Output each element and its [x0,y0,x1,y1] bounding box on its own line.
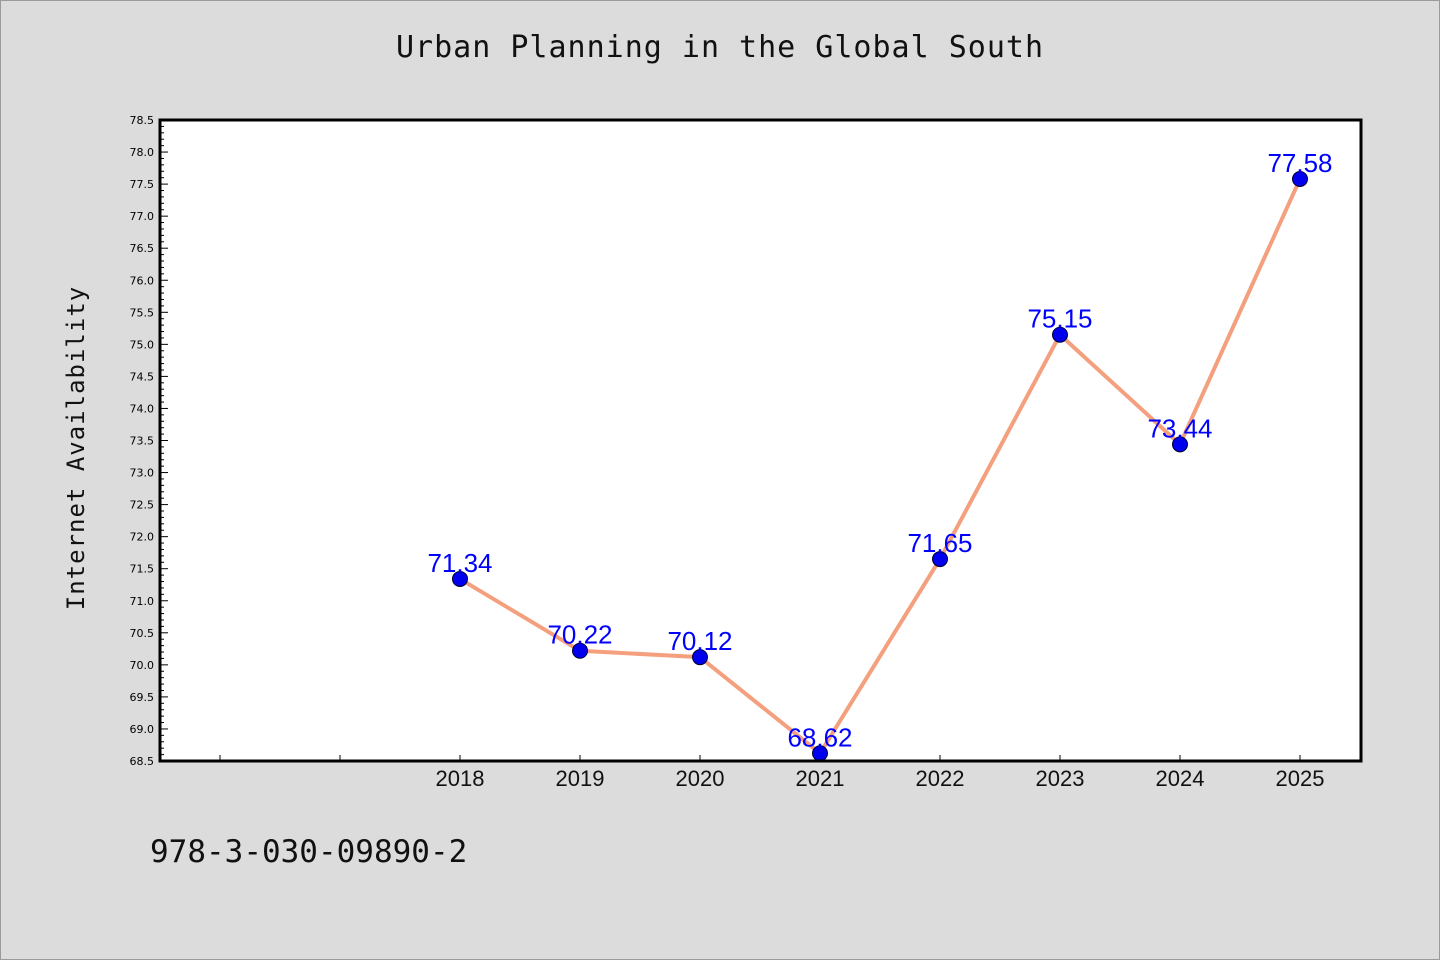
x-tick-label: 2023 [1036,766,1085,791]
data-label: 75.15 [1027,304,1092,334]
x-tick-label: 2019 [556,766,605,791]
data-point [572,642,588,659]
x-tick-label: 2025 [1276,766,1325,791]
x-tick-label: 2018 [436,766,485,791]
data-point [1052,326,1068,343]
y-tick-label: 70.0 [130,659,155,672]
y-axis: 68.5 69.0 69.5 70.0 70.5 71.0 71.5 72.0 72.5 73.0… [130,114,168,768]
y-tick-label: 68.5 [130,755,155,768]
series-line [458,176,1302,756]
plot-border [158,118,1363,763]
y-tick-label: 73.5 [130,435,155,448]
isbn-text: 978-3-030-09890-2 [150,834,468,870]
y-tick-label: 76.0 [130,274,155,287]
x-axis: 2018 2019 2020 2021 2022 2023 2024 2025 [219,755,1325,791]
data-label: 68.62 [787,722,852,752]
chart-title: Urban Planning in the Global South [395,30,1045,65]
data-label: 71.34 [427,548,492,578]
data-point [692,649,708,666]
y-tick-label: 74.5 [130,370,155,383]
data-point [452,570,468,587]
y-tick-label: 72.5 [130,499,155,512]
y-tick-label: 70.5 [130,627,155,640]
data-point [932,551,948,568]
series: 71.34 70.22 70.12 68.62 71.65 75.15 73.44 77.58 [427,148,1333,762]
y-tick-label: 69.5 [130,691,155,704]
y-tick-label: 77.5 [130,178,155,191]
x-tick-label: 2022 [916,766,965,791]
data-label: 73.44 [1147,413,1212,443]
y-tick-label: 71.5 [130,563,155,576]
data-label: 70.22 [547,620,612,650]
plot-area [160,120,1361,761]
data-label: 71.65 [907,528,972,558]
y-tick-label: 69.0 [130,723,155,736]
x-tick-label: 2020 [676,766,725,791]
y-tick-label: 78.5 [130,114,155,127]
y-tick-label: 75.0 [130,338,155,351]
data-point [1292,170,1308,187]
y-tick-label: 75.5 [130,306,155,319]
y-tick-label: 78.0 [130,146,155,159]
x-tick-label: 2021 [796,766,845,791]
data-point [1172,436,1188,453]
y-tick-label: 74.0 [130,402,155,415]
y-tick-label: 73.0 [130,467,155,480]
data-label: 70.12 [667,626,732,656]
data-label: 77.58 [1267,148,1332,178]
y-tick-label: 72.0 [130,531,155,544]
y-tick-label: 71.0 [130,595,155,608]
y-tick-label: 76.5 [130,242,155,255]
x-tick-label: 2024 [1156,766,1205,791]
y-tick-label: 77.0 [130,210,155,223]
